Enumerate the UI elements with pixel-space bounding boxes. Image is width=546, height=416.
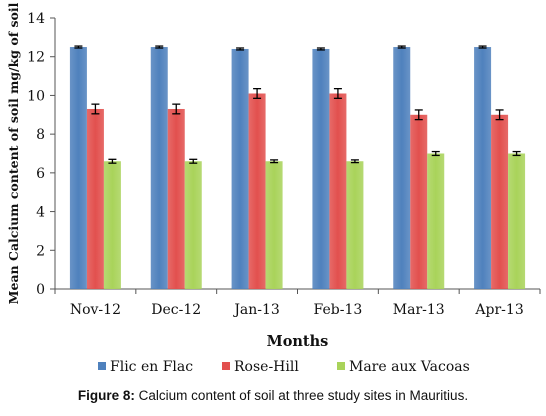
legend-swatch bbox=[98, 362, 106, 370]
bar bbox=[86, 108, 104, 289]
legend-swatch bbox=[337, 362, 345, 370]
x-axis-title: Months bbox=[267, 333, 329, 350]
bar bbox=[103, 161, 121, 289]
bar bbox=[508, 153, 526, 289]
y-axis-title: Mean Calcium content of soil mg/kg of so… bbox=[6, 2, 21, 304]
bar bbox=[184, 161, 202, 289]
bar bbox=[265, 161, 283, 289]
y-tick-label: 14 bbox=[27, 11, 45, 27]
y-tick-label: 0 bbox=[36, 282, 45, 298]
bar bbox=[69, 47, 87, 290]
y-tick-label: 10 bbox=[27, 88, 45, 104]
figure-caption: Figure 8: Calcium content of soil at thr… bbox=[0, 388, 546, 403]
legend-label: Flic en Flac bbox=[110, 359, 193, 375]
y-tick-label: 4 bbox=[36, 205, 45, 221]
caption-text: Calcium content of soil at three study s… bbox=[134, 388, 469, 403]
bar bbox=[491, 114, 509, 290]
bar bbox=[150, 47, 168, 290]
x-tick-label: Nov-12 bbox=[70, 302, 121, 318]
x-tick-label: Mar-13 bbox=[393, 302, 445, 318]
bar bbox=[231, 48, 249, 289]
caption-label: Figure 8: bbox=[77, 388, 135, 403]
bar bbox=[410, 114, 428, 290]
bar bbox=[393, 47, 411, 290]
legend-label: Rose-Hill bbox=[234, 359, 299, 375]
x-tick-label: Jan-13 bbox=[232, 302, 280, 318]
y-tick-label: 6 bbox=[36, 166, 45, 182]
x-tick-label: Apr-13 bbox=[474, 302, 523, 318]
bar bbox=[329, 93, 347, 289]
x-tick-label: Dec-12 bbox=[151, 302, 201, 318]
bar bbox=[167, 108, 185, 289]
bar bbox=[248, 93, 266, 289]
legend-label: Mare aux Vacoas bbox=[349, 359, 470, 375]
y-tick-label: 8 bbox=[36, 127, 45, 143]
bar bbox=[474, 47, 492, 290]
bar bbox=[312, 48, 330, 289]
legend-swatch bbox=[222, 362, 230, 370]
bar bbox=[346, 161, 364, 289]
y-tick-label: 12 bbox=[27, 50, 45, 66]
y-tick-label: 2 bbox=[36, 243, 45, 259]
bar bbox=[427, 153, 445, 289]
x-tick-label: Feb-13 bbox=[314, 302, 363, 318]
